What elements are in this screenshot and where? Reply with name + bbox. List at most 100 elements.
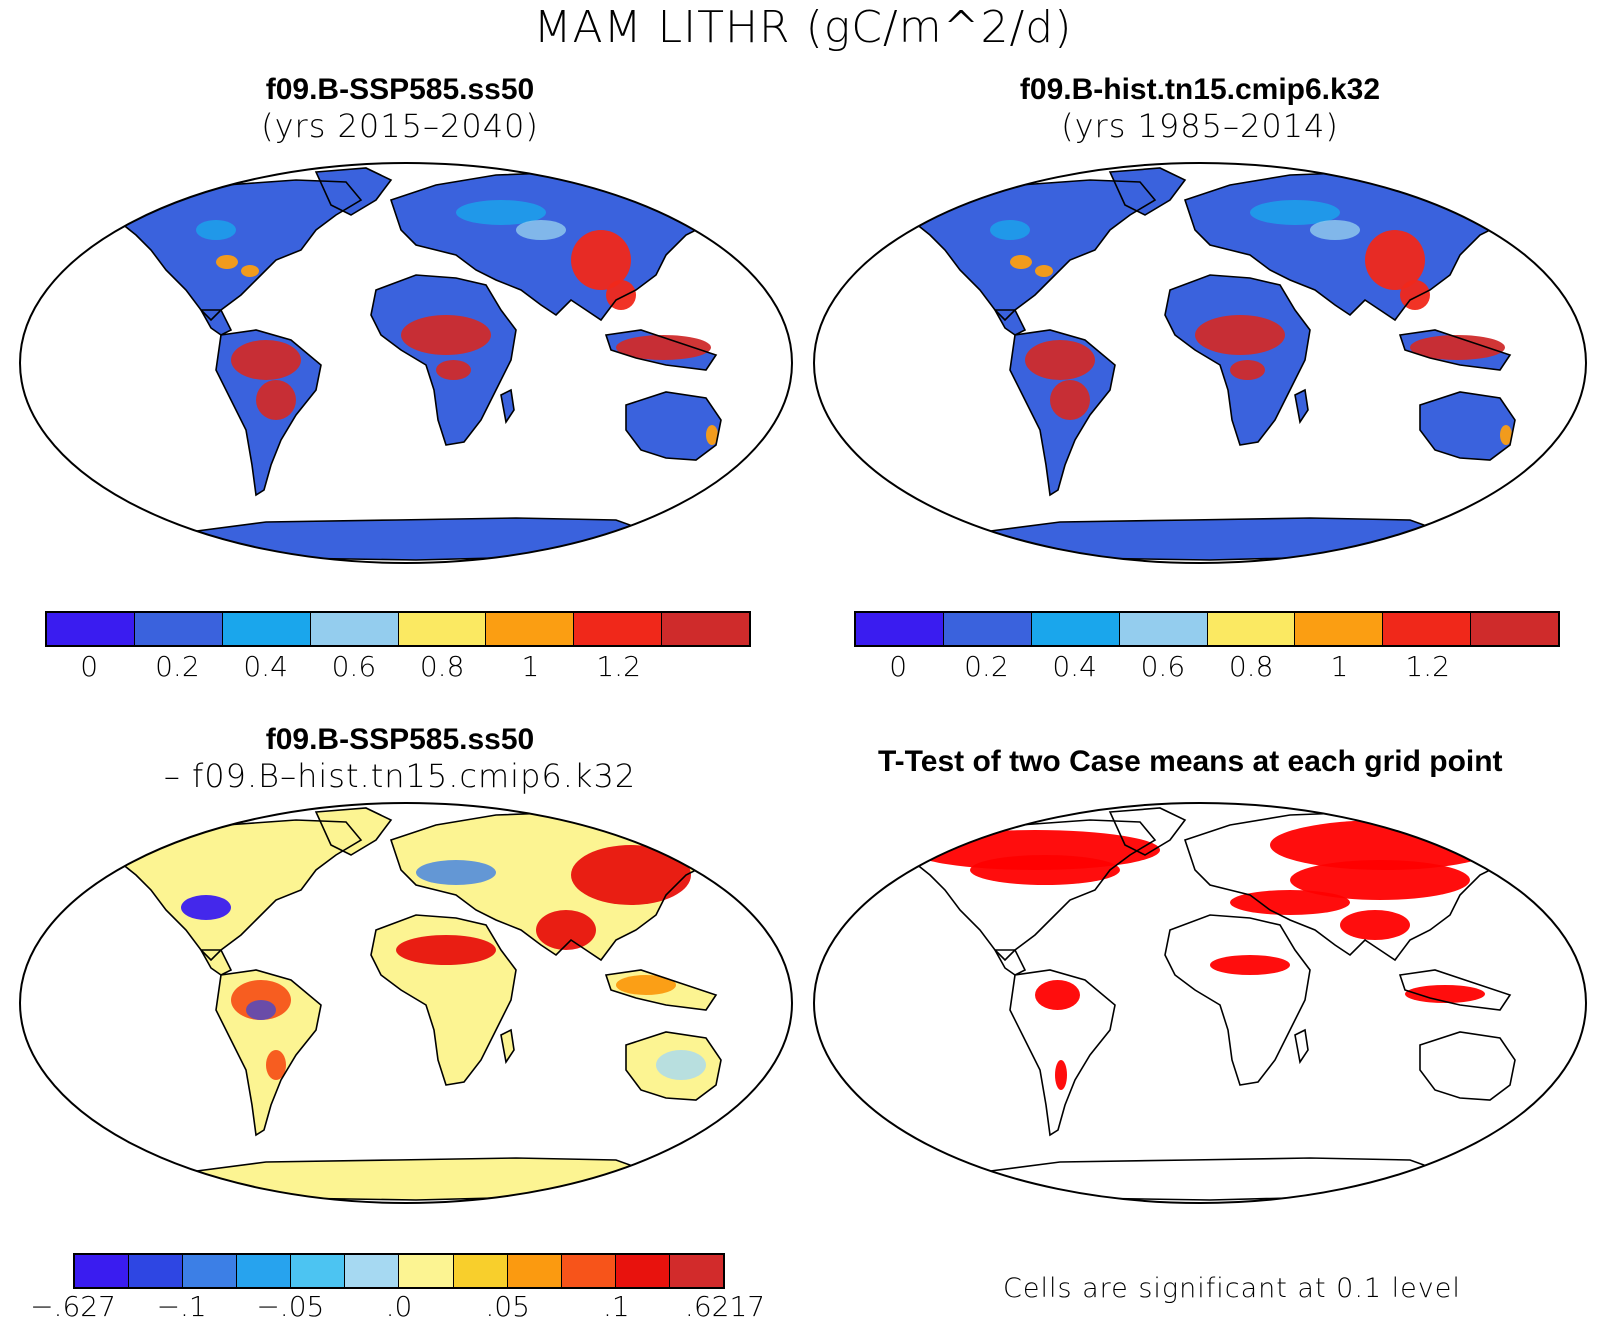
coastline: [604, 329, 718, 371]
map-field-patch: [1035, 980, 1080, 1010]
coastline: [1009, 329, 1116, 497]
coastline: [1419, 1031, 1516, 1101]
map-border: [813, 802, 1587, 1204]
coastline: [1398, 329, 1512, 371]
map-field-patch: [1310, 220, 1360, 240]
coastline: [199, 949, 233, 976]
map-case-a: [19, 162, 793, 564]
map-field-patch: [1025, 340, 1095, 380]
colorbar-tick-label: 0.2: [155, 650, 200, 683]
coastline: [625, 391, 722, 461]
coastline: [993, 949, 1027, 976]
map-field-patch: [1035, 265, 1053, 277]
map-field-patch: [571, 230, 631, 290]
map-field-patch: [246, 1000, 276, 1020]
continent-australia: [1420, 392, 1515, 460]
colorbar-swatch: [856, 613, 944, 645]
colorbar-tick-label: −.1: [156, 1290, 207, 1323]
case-b-name: f09.B-hist.tn15.cmip6.k32: [1019, 73, 1381, 106]
colorbar-case-b: [854, 611, 1560, 647]
colorbar-tick-label: 0: [889, 650, 908, 683]
map-field-patch: [990, 220, 1030, 240]
coastline: [370, 274, 517, 446]
continent-namerica: [111, 820, 361, 960]
map-ttest: [813, 802, 1587, 1204]
colorbar-swatch: [399, 1255, 454, 1287]
map-field-patch: [606, 280, 636, 310]
map-field-patch: [266, 1050, 286, 1080]
coastline: [1108, 167, 1187, 216]
map-field-patch: [1210, 955, 1290, 975]
colorbar-tick-label: 0: [80, 650, 99, 683]
colorbar-tick-label: 0.2: [964, 650, 1009, 683]
colorbar-swatch: [1207, 613, 1296, 645]
coastline: [1108, 807, 1187, 856]
colorbar-tick-label: −.627: [30, 1290, 116, 1323]
map-field-patch: [216, 255, 238, 269]
coastline: [1419, 391, 1516, 461]
map-border: [19, 162, 793, 564]
map-field-patch: [656, 1050, 706, 1080]
colorbar-tick-label: 0.8: [419, 650, 465, 683]
colorbar-tick-label: 1.2: [1405, 650, 1450, 683]
map-field-patch: [1290, 860, 1470, 900]
colorbar-case-a: [45, 611, 751, 647]
figure-title: MAM LITHR (gC/m^2/d): [533, 2, 1073, 53]
colorbar-swatch: [47, 613, 135, 645]
continent-samerica: [1010, 970, 1115, 1135]
map-border: [813, 162, 1587, 564]
map-field-patch: [456, 200, 546, 225]
case-b-years: (yrs 1985–2014): [1061, 107, 1339, 145]
map-field-patch: [1400, 280, 1430, 310]
coastline: [109, 179, 363, 322]
map-field-patch: [1365, 230, 1425, 290]
coastline: [1398, 969, 1512, 1011]
colorbar-swatch: [398, 613, 487, 645]
map-field-patch: [396, 935, 496, 965]
colorbar-swatch: [1119, 613, 1208, 645]
map-field-patch: [1050, 380, 1090, 420]
coastline: [1294, 388, 1309, 425]
colorbar-tick-label: 0.6: [331, 650, 377, 683]
coastline: [1164, 274, 1311, 446]
coastline: [500, 1028, 515, 1065]
map-field-patch: [241, 265, 259, 277]
colorbar-swatch: [183, 1255, 238, 1287]
map-field-patch: [401, 315, 491, 355]
map-field-patch: [231, 340, 301, 380]
coastline: [370, 914, 517, 1086]
continent-africa: [371, 275, 516, 445]
map-field-patch: [706, 425, 718, 445]
map-field-patch: [1230, 890, 1350, 915]
map-field-patch: [416, 860, 496, 885]
colorbar-tick-label: −.05: [256, 1290, 325, 1323]
colorbar-tick-label: 1: [521, 650, 540, 683]
map-field-patch: [196, 220, 236, 240]
colorbar-swatch: [662, 613, 749, 645]
coastline: [993, 309, 1027, 336]
map-difference: [19, 802, 793, 1204]
panel-title-top-left: f09.B-SSP585.ss50 (yrs 2015–2040): [60, 72, 740, 144]
colorbar-tick-label: .0: [385, 1290, 413, 1323]
colorbar-swatch: [669, 1255, 723, 1287]
diff-case-b: – f09.B–hist.tn15.cmip6.k32: [163, 757, 637, 795]
map-field-patch: [1195, 315, 1285, 355]
diff-case-a: f09.B-SSP585.ss50: [265, 723, 535, 756]
colorbar-swatch: [453, 1255, 508, 1287]
colorbar-swatch: [237, 1255, 292, 1287]
panel-title-top-right: f09.B-hist.tn15.cmip6.k32 (yrs 1985–2014…: [860, 72, 1540, 144]
panel-title-bottom-left: f09.B-SSP585.ss50 – f09.B–hist.tn15.cmip…: [60, 722, 740, 794]
colorbar-tick-label: .6217: [684, 1290, 766, 1323]
coastline: [215, 969, 322, 1137]
coastline: [109, 819, 363, 962]
colorbar-difference: [73, 1253, 725, 1289]
map-field-patch: [571, 845, 691, 905]
map-field-patch: [1010, 255, 1032, 269]
coastline: [314, 167, 393, 216]
coastline: [903, 179, 1157, 322]
continent-australia: [1420, 1032, 1515, 1100]
colorbar-swatch: [291, 1255, 346, 1287]
colorbar-swatch: [1031, 613, 1120, 645]
map-field-patch: [1500, 425, 1512, 445]
coastline: [625, 1031, 722, 1101]
